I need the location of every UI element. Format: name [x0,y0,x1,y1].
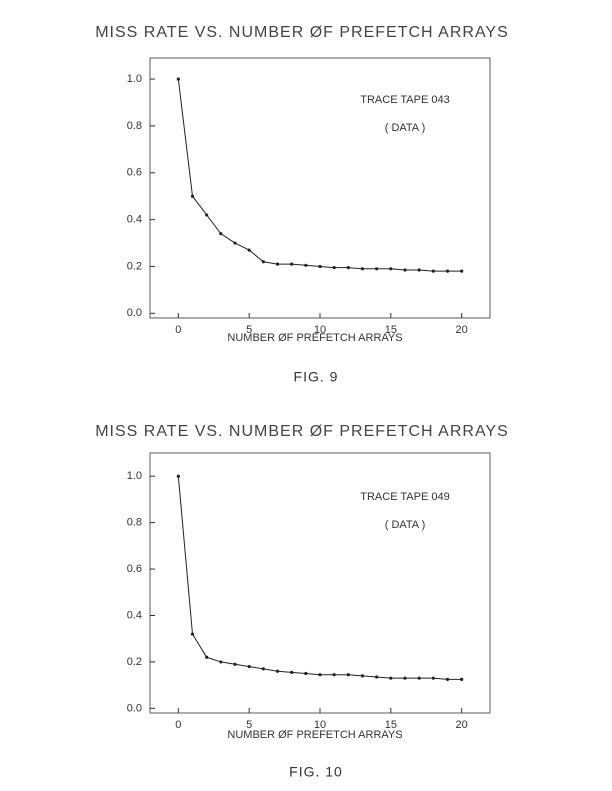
x-tick-label: 15 [385,719,397,731]
x-tick-label: 20 [456,324,468,336]
chart-title: MISS RATE VS. NUMBER ØF PREFETCH ARRAYS [95,423,509,440]
y-tick-label: 0.8 [127,517,142,529]
data-point [431,269,435,273]
data-point [219,660,223,664]
data-point [460,677,464,681]
data-point [389,676,393,680]
data-line [177,476,462,680]
data-point [375,267,379,271]
y-tick-label: 0.0 [127,702,142,714]
chart-title: MISS RATE VS. NUMBER ØF PREFETCH ARRAYS [95,24,509,41]
x-tick-label: 0 [175,719,181,731]
annotation: TRACE TAPE 049 [360,491,449,503]
data-point [233,662,237,666]
data-point [247,664,251,669]
y-tick-label: 0.6 [127,167,142,179]
x-axis-label: NUMBER ØF PREFETCH ARRAYS [227,729,402,741]
annotation: ( DATA ) [385,519,426,531]
figure-caption: FIG. 10 [289,764,343,780]
data-point [205,655,209,659]
data-point [417,676,421,680]
data-point [360,267,365,271]
y-tick-label: 1.0 [127,470,142,482]
y-tick-label: 0.4 [127,609,142,621]
data-point [431,676,435,680]
data-point [261,667,265,671]
data-point [403,268,407,272]
data-point [290,670,294,674]
x-tick-label: 10 [314,324,326,336]
x-tick-label: 10 [314,719,326,731]
x-tick-label: 15 [385,324,397,336]
data-point [346,266,350,270]
data-point [275,262,280,266]
data-point [275,669,280,673]
annotation: TRACE TAPE 043 [360,94,449,106]
y-tick-label: 0.0 [127,307,142,319]
data-point [176,77,180,81]
data-point [190,194,195,198]
data-point [290,262,294,266]
x-tick-label: 20 [456,719,468,731]
x-tick-label: 5 [246,719,252,731]
y-tick-label: 0.2 [127,260,142,272]
y-tick-label: 0.6 [127,563,142,575]
y-tick-label: 0.4 [127,214,142,226]
data-point [304,263,308,267]
data-point [375,675,379,679]
data-point [318,264,322,269]
data-point [304,671,308,676]
annotation: ( DATA ) [385,122,426,134]
data-point [219,232,223,236]
data-point [346,673,350,677]
figure-caption: FIG. 9 [294,369,339,385]
data-point [190,632,195,636]
data-point [403,676,407,680]
data-point [460,269,464,273]
data-point [332,673,336,677]
data-point [389,267,393,271]
data-point [205,213,209,217]
y-tick-label: 1.0 [127,73,142,85]
x-tick-label: 0 [175,324,181,336]
x-tick-label: 5 [246,324,252,336]
data-point [445,677,450,681]
y-tick-label: 0.2 [127,656,142,668]
x-axis-label: NUMBER ØF PREFETCH ARRAYS [227,332,402,344]
data-point [261,260,265,264]
data-point [233,241,237,245]
y-tick-label: 0.8 [127,120,142,132]
data-point [445,269,450,273]
data-line [177,79,462,272]
data-point [318,673,322,677]
data-point [360,674,365,678]
data-point [247,248,251,252]
data-point [417,268,421,272]
data-point [176,474,180,478]
data-point [332,266,336,270]
